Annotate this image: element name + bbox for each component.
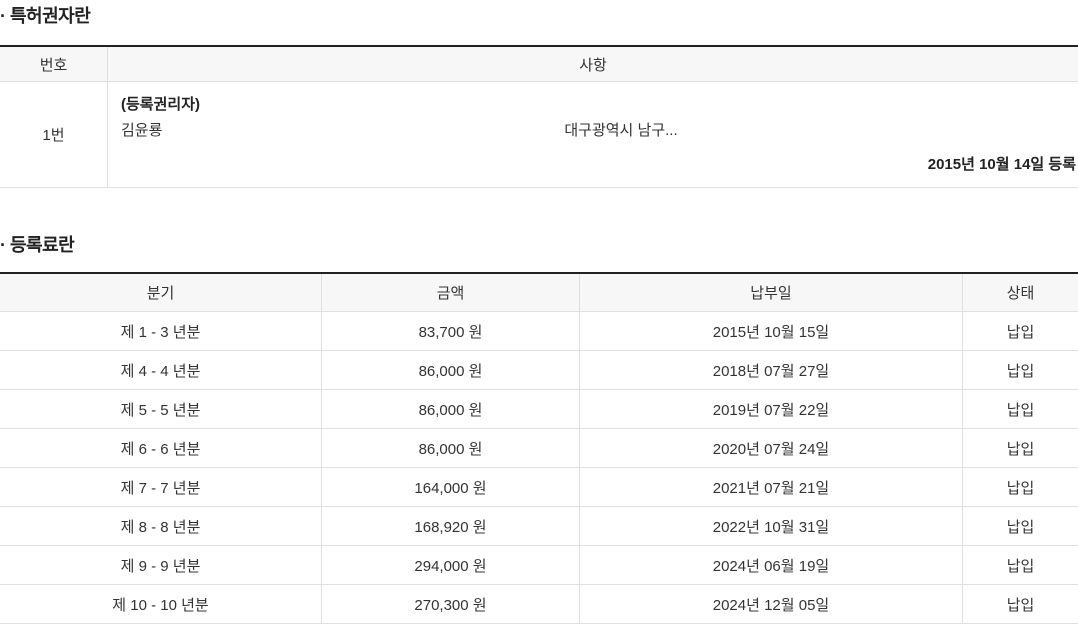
payment-date-cell: 2021년 07월 21일 (580, 468, 963, 506)
amount-cell: 86,000 원 (322, 429, 580, 467)
status-cell: 납입 (1006, 596, 1035, 614)
fee-row: 제 9 - 9 년분 294,000 원 2024년 06월 19일 납입 (0, 546, 1078, 585)
fee-row: 제 5 - 5 년분 86,000 원 2019년 07월 22일 납입 (0, 390, 1078, 429)
fee-row: 제 8 - 8 년분 168,920 원 2022년 10월 31일 납입 (0, 507, 1078, 546)
status-cell: 납입 (1006, 557, 1035, 575)
holder-name-address-line: 김윤룡 대구광역시 남구... (108, 118, 1078, 144)
payment-date-cell: 2015년 10월 15일 (580, 312, 963, 350)
period-cell: 제 6 - 6 년분 (0, 429, 322, 467)
status-cell: 납입 (1006, 518, 1035, 536)
holder-address: 대구광역시 남구... (564, 122, 678, 139)
payment-date-cell: 2024년 06월 19일 (580, 546, 963, 584)
column-header-status: 상태 (1006, 285, 1035, 302)
payment-date-cell: 2019년 07월 22일 (580, 390, 963, 428)
registration-fee-section-title: · 등록료란 (0, 235, 75, 255)
period-cell: 제 9 - 9 년분 (0, 546, 322, 584)
patent-holder-row: 1번 (등록권리자) 김윤룡 대구광역시 남구... 2015년 10월 14일… (0, 82, 1078, 188)
registration-fee-table-header: 분기 금액 납부일 상태 (0, 274, 1078, 312)
patent-holder-table: 번호 사항 1번 (등록권리자) 김윤룡 대구광역시 남구... 2015년 1… (0, 45, 1078, 188)
status-cell: 납입 (1006, 323, 1035, 341)
period-cell: 제 7 - 7 년분 (0, 468, 322, 506)
amount-cell: 294,000 원 (322, 546, 580, 584)
status-cell: 납입 (1006, 479, 1035, 497)
period-cell: 제 1 - 3 년분 (0, 312, 322, 350)
amount-cell: 83,700 원 (322, 312, 580, 350)
column-header-amount: 금액 (322, 274, 580, 311)
fee-row: 제 4 - 4 년분 86,000 원 2018년 07월 27일 납입 (0, 351, 1078, 390)
period-cell: 제 10 - 10 년분 (0, 585, 322, 623)
fee-row: 제 1 - 3 년분 83,700 원 2015년 10월 15일 납입 (0, 312, 1078, 351)
status-cell: 납입 (1006, 401, 1035, 419)
period-cell: 제 8 - 8 년분 (0, 507, 322, 545)
patent-holder-table-header: 번호 사항 (0, 47, 1078, 82)
fee-row: 제 10 - 10 년분 270,300 원 2024년 12월 05일 납입 (0, 585, 1078, 624)
payment-date-cell: 2020년 07월 24일 (580, 429, 963, 467)
patent-holder-section-title: · 특허권자란 (0, 6, 91, 26)
column-header-number: 번호 (0, 47, 108, 81)
amount-cell: 164,000 원 (322, 468, 580, 506)
fee-row: 제 7 - 7 년분 164,000 원 2021년 07월 21일 납입 (0, 468, 1078, 507)
holder-type-label: (등록권리자) (121, 96, 200, 113)
amount-cell: 168,920 원 (322, 507, 580, 545)
payment-date-cell: 2022년 10월 31일 (580, 507, 963, 545)
holder-name: 김윤룡 (121, 122, 163, 139)
status-cell: 납입 (1006, 362, 1035, 380)
fee-row: 제 6 - 6 년분 86,000 원 2020년 07월 24일 납입 (0, 429, 1078, 468)
holder-number-cell: 1번 (0, 82, 108, 187)
amount-cell: 86,000 원 (322, 390, 580, 428)
column-header-period: 분기 (0, 274, 322, 311)
amount-cell: 270,300 원 (322, 585, 580, 623)
holder-detail-cell: (등록권리자) 김윤룡 대구광역시 남구... 2015년 10월 14일 등록 (108, 82, 1078, 187)
column-header-detail: 사항 (579, 56, 607, 74)
period-cell: 제 5 - 5 년분 (0, 390, 322, 428)
payment-date-cell: 2018년 07월 27일 (580, 351, 963, 389)
payment-date-cell: 2024년 12월 05일 (580, 585, 963, 623)
period-cell: 제 4 - 4 년분 (0, 351, 322, 389)
status-cell: 납입 (1006, 440, 1035, 458)
registration-date-note: 2015년 10월 14일 등록 (927, 156, 1076, 173)
amount-cell: 86,000 원 (322, 351, 580, 389)
column-header-payment-date: 납부일 (580, 274, 963, 311)
registration-fee-table: 분기 금액 납부일 상태 제 1 - 3 년분 83,700 원 2015년 1… (0, 272, 1078, 624)
